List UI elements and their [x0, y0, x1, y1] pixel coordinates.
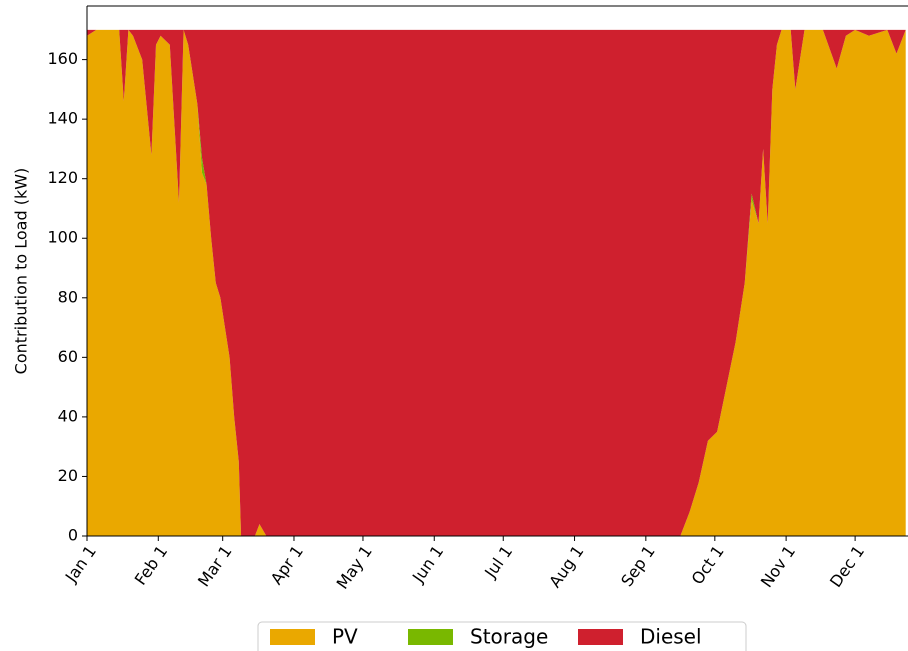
x-tick-label: Sep 1: [617, 542, 659, 590]
legend-label: Diesel: [640, 625, 702, 649]
area: [87, 29, 906, 537]
legend-swatch: [408, 629, 453, 645]
x-tick-label: Feb 1: [131, 542, 172, 589]
x-tick-label: Jun 1: [408, 542, 447, 587]
y-tick-label: 40: [58, 406, 78, 425]
x-tick-label: May 1: [333, 542, 376, 592]
legend-frame: [257, 621, 747, 651]
x-tick-label: Nov 1: [757, 542, 799, 591]
legend-swatch: [270, 629, 315, 645]
y-tick-label: 60: [58, 347, 78, 366]
x-tick-label: Mar 1: [194, 542, 236, 590]
y-tick-label: 0: [68, 526, 78, 545]
legend-label: Storage: [470, 625, 548, 649]
y-tick-label: 140: [47, 109, 78, 128]
legend-swatch: [578, 629, 623, 645]
y-tick-label: 160: [47, 49, 78, 68]
legend-label: PV: [332, 625, 358, 649]
x-tick-label: Aug 1: [545, 542, 587, 591]
x-tick-label: Dec 1: [826, 542, 868, 591]
x-tick-label: Jul 1: [480, 542, 516, 582]
y-tick-label: 20: [58, 466, 78, 485]
x-tick-label: Jan 1: [61, 542, 100, 586]
x-tick-label: Apr 1: [267, 542, 307, 588]
y-tick-label: 120: [47, 168, 78, 187]
y-tick-label: 80: [58, 287, 78, 306]
y-tick-label: 100: [47, 228, 78, 247]
area: [87, 29, 906, 537]
y-axis-label: Contribution to Load (kW): [12, 168, 31, 375]
x-tick-label: Oct 1: [688, 542, 728, 588]
legend: PV Storage Diesel: [257, 621, 747, 651]
